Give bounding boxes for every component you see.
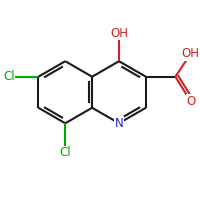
Text: OH: OH bbox=[182, 47, 200, 60]
Text: O: O bbox=[186, 95, 195, 108]
Text: Cl: Cl bbox=[59, 146, 71, 159]
Text: OH: OH bbox=[110, 27, 128, 40]
Text: Cl: Cl bbox=[3, 70, 15, 83]
Text: N: N bbox=[115, 117, 123, 130]
